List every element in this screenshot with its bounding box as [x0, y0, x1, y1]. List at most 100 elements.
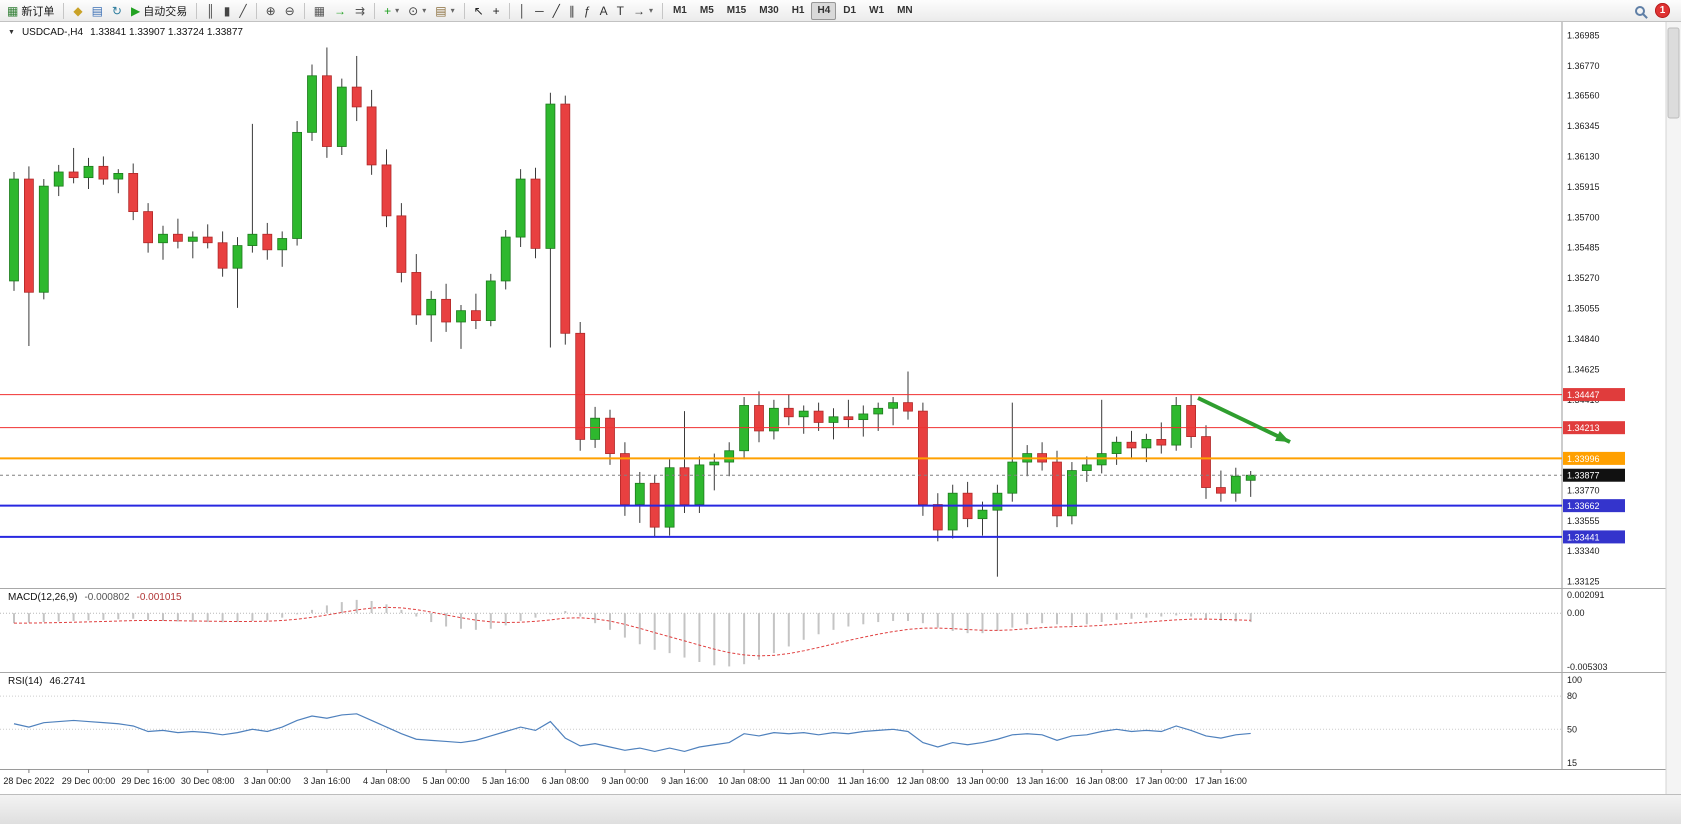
- periods-button[interactable]: ⊙ ▾: [404, 2, 430, 20]
- new-order-button[interactable]: ▦ 新订单: [3, 2, 58, 20]
- arrows-button[interactable]: → ▾: [629, 2, 657, 20]
- price-grid-label: 1.34840: [1567, 334, 1600, 344]
- candle-body: [843, 416, 854, 421]
- candle-body: [485, 280, 496, 321]
- candle-body: [1111, 441, 1122, 454]
- candle-body: [724, 450, 735, 463]
- annotation-arrow-head[interactable]: [1274, 430, 1290, 442]
- toolbar-separator: [196, 2, 198, 19]
- time-label: 13 Jan 16:00: [1016, 776, 1068, 786]
- timeframe-d1-button[interactable]: D1: [837, 2, 862, 20]
- timeframe-m15-button[interactable]: M15: [721, 2, 752, 20]
- candlestick-mode-button[interactable]: ▮: [220, 2, 235, 20]
- price-line-label-box[interactable]: [1563, 388, 1625, 402]
- timeframe-h4-button[interactable]: H4: [811, 1, 837, 20]
- auto-scroll-button[interactable]: →: [330, 2, 350, 20]
- time-label: 5 Jan 00:00: [423, 776, 470, 786]
- timeframe-m1-button[interactable]: M1: [667, 2, 693, 20]
- time-label: 11 Jan 00:00: [778, 776, 829, 786]
- fibonacci-button[interactable]: ƒ: [580, 2, 595, 20]
- candle-body: [98, 165, 109, 180]
- current-price-label: 1.33877: [1567, 471, 1600, 481]
- chart-canvas[interactable]: 1.36985 1.36770 1.36560 1.36345 1.36130 1.359…: [0, 22, 1681, 794]
- vertical-line-button[interactable]: │: [515, 2, 531, 20]
- vertical-scrollbar-track[interactable]: [1666, 22, 1681, 794]
- zoom-in-icon: ⊕: [265, 3, 276, 18]
- market-watch-icon: ▤: [91, 3, 103, 18]
- trend-line-button[interactable]: ╱: [549, 2, 564, 20]
- candle-body: [1201, 436, 1211, 488]
- auto-trading-button[interactable]: ▶ 自动交易: [127, 2, 191, 20]
- macd-histogram-bar: [132, 613, 135, 619]
- zoom-in-button[interactable]: ⊕: [262, 2, 280, 20]
- candle-body: [366, 106, 377, 166]
- candle-body: [500, 236, 511, 282]
- line-chart-mode-icon: ╱: [239, 3, 247, 18]
- price-line-label-box[interactable]: [1563, 451, 1625, 465]
- arrows-dropdown-icon[interactable]: ▾: [648, 6, 653, 15]
- macd-signal-line: [13, 606, 1251, 657]
- candle-body: [128, 173, 139, 213]
- candle-body: [903, 402, 913, 412]
- charts-profile-button[interactable]: ◆: [69, 2, 86, 20]
- notification-badge[interactable]: 1: [1655, 3, 1670, 18]
- chart-shift-button[interactable]: ⇉: [351, 2, 369, 20]
- macd-histogram-bar: [668, 613, 671, 654]
- line-chart-mode-button[interactable]: ╱: [235, 2, 250, 20]
- annotation-arrow-line[interactable]: [1197, 396, 1291, 444]
- candle-body: [664, 467, 675, 528]
- candle-body: [232, 245, 243, 269]
- timeframe-w1-button[interactable]: W1: [863, 2, 890, 20]
- macd-histogram-bar: [251, 613, 254, 621]
- vertical-scrollbar-thumb[interactable]: [1667, 27, 1680, 119]
- candle-body: [590, 417, 600, 440]
- text-label-button[interactable]: T: [613, 2, 628, 20]
- auto-trading-label: 自动交易: [143, 5, 188, 18]
- price-grid-label: 1.36560: [1567, 91, 1600, 101]
- candles-layer: [9, 47, 1256, 577]
- templates-dropdown-icon[interactable]: ▾: [450, 6, 455, 15]
- timeframe-m30-button[interactable]: M30: [753, 2, 784, 20]
- bar-chart-mode-button[interactable]: ║: [202, 2, 219, 20]
- indicators-button[interactable]: + ▾: [380, 2, 403, 20]
- candle-body: [828, 416, 839, 423]
- price-line-label-box[interactable]: [1563, 530, 1625, 544]
- candle-body: [798, 410, 809, 418]
- macd-histogram-bar: [609, 613, 611, 630]
- macd-histogram-bar: [87, 613, 90, 621]
- candle-body: [1007, 461, 1018, 494]
- macd-histogram-bar: [981, 613, 984, 634]
- price-line-label-box[interactable]: [1563, 421, 1625, 435]
- text-button[interactable]: A: [596, 2, 612, 20]
- horizontal-line-button[interactable]: ─: [531, 2, 548, 20]
- tile-windows-button[interactable]: ▦: [310, 2, 329, 20]
- templates-icon: ▤: [435, 3, 447, 18]
- candle-body: [530, 178, 541, 249]
- time-label: 30 Dec 08:00: [181, 776, 235, 786]
- indicators-dropdown-icon[interactable]: ▾: [395, 6, 400, 15]
- chart-background: [0, 22, 1681, 794]
- web-community-button[interactable]: ↻: [108, 2, 126, 20]
- cursor-button[interactable]: ↖: [470, 2, 488, 20]
- candle-body: [605, 417, 615, 454]
- timeframe-h1-button[interactable]: H1: [786, 2, 811, 20]
- price-line-label: 1.34213: [1567, 423, 1600, 433]
- time-label: 5 Jan 16:00: [482, 776, 529, 786]
- macd-histogram-bar: [758, 613, 760, 660]
- equidistant-channel-button[interactable]: ∥: [565, 2, 579, 20]
- timeframe-m5-button[interactable]: M5: [694, 2, 720, 20]
- time-label: 13 Jan 00:00: [956, 776, 1008, 786]
- zoom-out-button[interactable]: ⊖: [281, 2, 299, 20]
- timeframe-mn-button[interactable]: MN: [891, 2, 919, 20]
- market-watch-button[interactable]: ▤: [88, 2, 107, 20]
- candle-body: [858, 413, 869, 421]
- time-label: 6 Jan 08:00: [542, 776, 589, 786]
- search-icon[interactable]: [1635, 5, 1645, 16]
- crosshair-button[interactable]: +: [489, 2, 504, 20]
- rsi-scale-label: 80: [1567, 691, 1577, 701]
- periods-dropdown-icon[interactable]: ▾: [422, 6, 427, 15]
- templates-button[interactable]: ▤ ▾: [431, 2, 458, 20]
- macd-histogram-bar: [1145, 613, 1148, 618]
- price-line-label-box[interactable]: [1563, 499, 1625, 513]
- macd-histogram-bar: [787, 613, 790, 647]
